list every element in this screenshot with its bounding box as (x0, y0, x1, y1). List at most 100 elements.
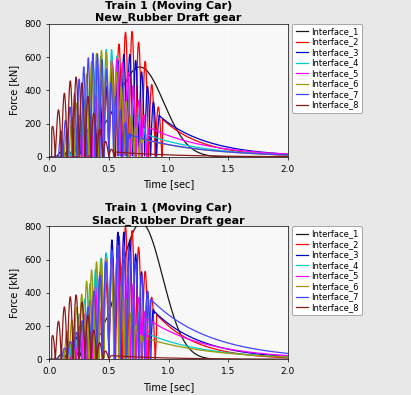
Interface_3 (147, 118, 152, 123)
Interface_8 (266, 154, 271, 159)
Interface_4 (149, 134, 154, 139)
Interface_3 (47, 357, 52, 362)
Interface_1 (147, 231, 152, 235)
Line: Interface_7: Interface_7 (49, 245, 288, 359)
Interface_7 (278, 152, 283, 157)
Interface_2 (220, 348, 225, 353)
Line: Interface_8: Interface_8 (49, 77, 288, 157)
Interface_5 (149, 126, 154, 131)
X-axis label: Time [sec]: Time [sec] (143, 179, 194, 189)
Interface_4 (220, 148, 225, 153)
Interface_1 (160, 98, 165, 102)
Interface_3 (285, 354, 290, 359)
Interface_6 (266, 354, 271, 359)
Line: Interface_4: Interface_4 (49, 253, 288, 359)
Interface_5 (220, 146, 225, 151)
Interface_8 (160, 152, 165, 157)
Interface_6 (285, 355, 290, 359)
Interface_8 (74, 293, 79, 297)
Interface_1 (160, 275, 165, 279)
Interface_3 (220, 346, 225, 350)
Interface_1 (266, 357, 271, 362)
Interface_7 (47, 154, 52, 159)
Interface_7 (266, 152, 271, 156)
Interface_2 (285, 153, 290, 158)
Y-axis label: Force [kN]: Force [kN] (9, 65, 19, 115)
Interface_5 (285, 353, 290, 358)
Interface_8 (47, 357, 52, 362)
Interface_5 (149, 319, 154, 324)
Interface_5 (47, 357, 52, 362)
Interface_7 (278, 350, 283, 355)
Interface_4 (285, 355, 290, 359)
Interface_1 (220, 357, 225, 362)
Interface_2 (47, 357, 52, 362)
Interface_2 (220, 146, 225, 151)
Interface_2 (285, 356, 290, 360)
Interface_7 (90, 51, 95, 56)
Line: Interface_2: Interface_2 (49, 32, 288, 157)
Interface_6 (147, 139, 152, 143)
Interface_5 (160, 131, 165, 136)
Interface_6 (99, 48, 104, 53)
Interface_4 (149, 333, 154, 338)
Interface_5 (160, 325, 165, 330)
Interface_4 (266, 354, 271, 358)
Interface_8 (149, 152, 154, 156)
Interface_4 (47, 357, 52, 362)
Interface_7 (147, 138, 152, 143)
Interface_6 (278, 354, 283, 359)
Interface_2 (147, 122, 152, 126)
Interface_6 (220, 149, 225, 154)
Interface_5 (115, 256, 120, 261)
Interface_7 (220, 339, 225, 344)
Title: Train 1 (Moving Car)
New_Rubber Draft gear: Train 1 (Moving Car) New_Rubber Draft ge… (95, 0, 242, 23)
Interface_3 (160, 317, 165, 322)
Line: Interface_5: Interface_5 (49, 258, 288, 359)
Interface_8 (278, 357, 283, 361)
Interface_5 (147, 318, 152, 323)
Interface_7 (115, 243, 120, 248)
Interface_6 (266, 152, 271, 157)
Interface_8 (285, 357, 290, 362)
Interface_6 (147, 337, 152, 342)
Interface_7 (47, 357, 52, 362)
Interface_3 (278, 354, 283, 358)
Interface_4 (109, 250, 114, 255)
Line: Interface_3: Interface_3 (49, 55, 288, 157)
Interface_4 (160, 137, 165, 142)
Interface_6 (220, 350, 225, 355)
Interface_2 (266, 354, 271, 359)
Interface_2 (47, 154, 52, 159)
Interface_3 (266, 150, 271, 155)
Interface_2 (123, 224, 128, 229)
Interface_1 (278, 154, 283, 159)
Title: Train 1 (Moving Car)
Slack_Rubber Draft gear: Train 1 (Moving Car) Slack_Rubber Draft … (92, 203, 245, 226)
Interface_4 (266, 152, 271, 156)
Interface_6 (99, 256, 104, 260)
Interface_1 (139, 220, 143, 225)
Interface_8 (278, 154, 283, 159)
Interface_8 (149, 355, 154, 360)
Interface_5 (266, 150, 271, 155)
Line: Interface_8: Interface_8 (49, 295, 288, 359)
Line: Interface_5: Interface_5 (49, 59, 288, 157)
Interface_3 (149, 334, 154, 339)
Y-axis label: Force [kN]: Force [kN] (9, 268, 19, 318)
Interface_8 (266, 357, 271, 361)
Interface_2 (160, 318, 165, 323)
Interface_7 (149, 297, 154, 302)
Line: Interface_4: Interface_4 (49, 49, 288, 157)
Interface_6 (160, 141, 165, 146)
Interface_6 (47, 357, 52, 362)
Interface_4 (278, 354, 283, 359)
Interface_7 (220, 149, 225, 154)
Interface_7 (160, 141, 165, 146)
Interface_8 (220, 357, 225, 361)
Interface_1 (149, 75, 154, 79)
Interface_1 (137, 65, 142, 70)
Interface_8 (147, 355, 152, 360)
Interface_1 (285, 357, 290, 362)
Interface_7 (266, 349, 271, 354)
Interface_8 (160, 356, 165, 360)
